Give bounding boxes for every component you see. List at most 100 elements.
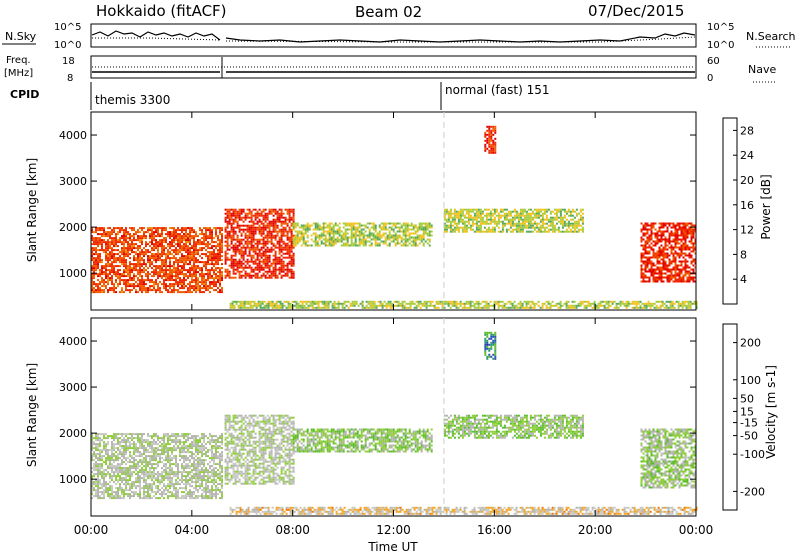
power-echo-cell [640,274,643,277]
power-echo-cell [292,234,295,237]
power-echo-cell [368,240,371,243]
power-echo-cell [103,235,105,238]
power-echo-cell [260,256,263,259]
power-echo-cell [487,226,490,229]
power-echo-cell [292,228,295,231]
power-echo-cell [682,246,685,249]
power-echo-cell [107,275,109,278]
power-echo-cell [535,208,538,211]
power-echo-cell [228,216,231,219]
power-echo-cell [278,252,281,255]
power-echo-cell [121,289,123,292]
power-echo-cell [171,231,173,234]
power-echo-cell [167,255,169,258]
power-echo-cell [288,256,291,259]
power-echo-cell [668,222,671,225]
power-echo-cell [360,232,363,235]
power-echo-cell [294,222,297,225]
power-echo-cell [350,236,353,239]
power-echo-cell [183,277,185,280]
power-echo-cell [662,238,665,241]
power-echo-cell [153,255,155,258]
power-echo-cell [215,283,217,286]
power-echo-cell [207,279,209,282]
power-echo-cell [213,277,215,280]
power-echo-cell [640,260,643,263]
power-echo-cell [215,231,217,234]
power-echo-cell [234,230,237,233]
power-echo-cell [403,306,406,309]
power-echo-cell [268,250,271,253]
power-echo-cell [91,281,93,284]
power-echo-cell [185,257,187,260]
power-echo-cell [507,306,510,309]
power-echo-cell [342,232,345,235]
power-echo-cell [417,304,420,307]
power-echo-cell [171,233,173,236]
power-echo-cell [688,246,691,249]
power-echo-cell [304,228,307,231]
power-echo-cell [559,210,562,213]
power-echo-cell [497,226,500,229]
power-echo-cell [260,222,263,225]
power-echo-cell [443,300,446,303]
power-echo-cell [262,254,265,257]
power-echo-cell [350,230,353,233]
power-echo-cell [352,228,355,231]
power-echo-cell [242,274,245,277]
power-echo-cell [91,229,93,232]
power-echo-cell [103,283,105,286]
power-echo-cell [292,226,295,229]
power-echo-cell [145,249,147,252]
power-echo-cell [662,252,665,255]
power-echo-cell [173,237,175,240]
power-echo-cell [686,248,689,251]
power-echo-cell [268,248,271,251]
power-echo-cell [358,238,361,241]
power-echo-cell [539,214,542,217]
power-echo-cell [169,237,171,240]
power-echo-cell [674,268,677,271]
freq-label-1: Freq. [6,55,31,66]
power-echo-cell [163,279,165,282]
power-echo-cell [674,280,677,283]
power-echo-cell [111,281,113,284]
power-echo-cell [515,306,518,309]
power-echo-cell [640,222,643,225]
power-echo-cell [149,245,151,248]
power-echo-cell [270,208,273,211]
power-echo-cell [402,234,405,237]
power-echo-cell [629,302,632,305]
power-echo-cell [137,231,139,234]
power-echo-cell [449,224,452,227]
power-echo-cell [213,273,215,276]
power-echo-cell [141,259,143,262]
power-echo-cell [197,267,199,270]
power-echo-cell [674,242,677,245]
power-echo-cell [161,291,163,294]
power-echo-cell [268,230,271,233]
power-echo-cell [290,250,293,253]
power-echo-cell [268,236,271,239]
power-echo-cell [671,302,674,305]
power-echo-cell [674,256,677,259]
power-echo-cell [418,224,421,227]
power-echo-cell [141,263,143,266]
power-echo-cell [342,244,345,247]
power-echo-cell [681,300,684,303]
power-echo-cell [390,226,393,229]
power-echo-cell [101,249,103,252]
power-echo-cell [507,220,510,223]
power-echo-cell [302,232,305,235]
power-echo-cell [559,220,562,223]
power-echo-cell [292,224,295,227]
power-echo-cell [680,262,683,265]
power-echo-cell [217,261,219,264]
power-echo-cell [646,250,649,253]
power-echo-cell [658,248,661,251]
power-echo-cell [189,263,191,266]
power-echo-cell [243,302,246,305]
power-echo-cell [99,275,101,278]
power-echo-cell [143,253,145,256]
power-echo-cell [191,279,193,282]
